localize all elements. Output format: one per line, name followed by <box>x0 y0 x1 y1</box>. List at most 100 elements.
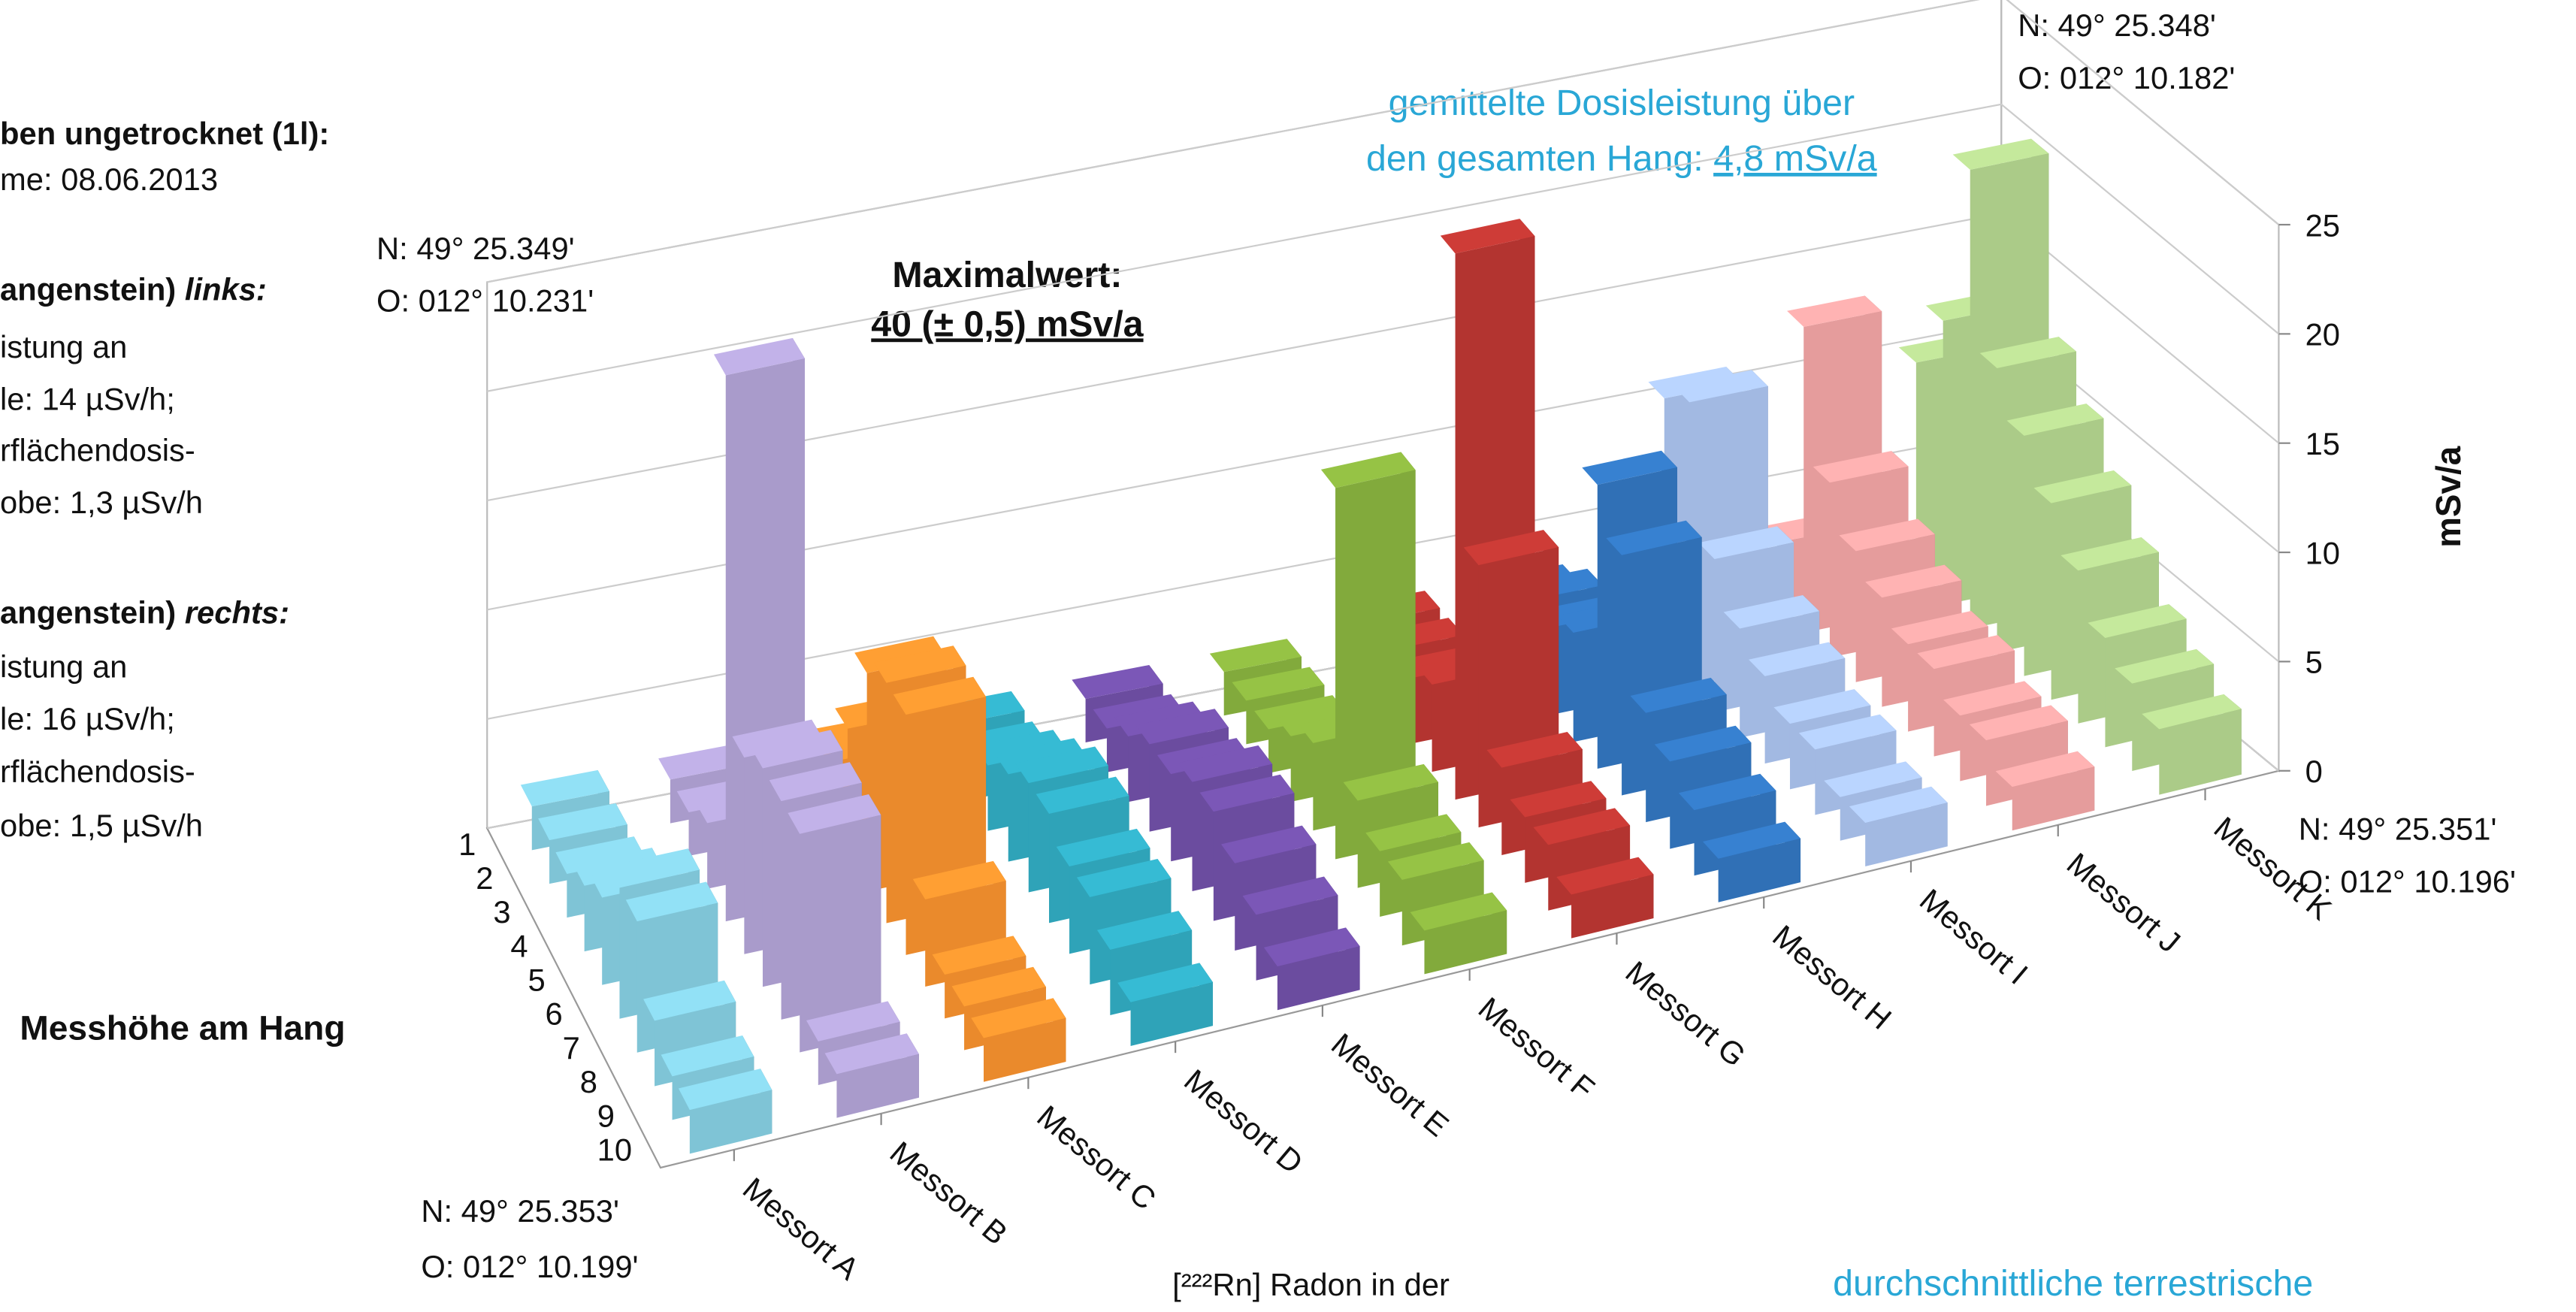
bar-top <box>1096 911 1193 950</box>
bar-top <box>1813 451 1909 483</box>
bar-top <box>1787 295 1882 327</box>
bar-top <box>1410 892 1507 931</box>
max-note: 40 (± 0,5) mSv/a <box>871 304 1144 345</box>
depth-tick-label: 2 <box>476 860 493 896</box>
note: obe: 1,3 µSv/h <box>0 485 203 520</box>
bar-top <box>1773 689 1871 724</box>
bar-top <box>661 1035 754 1077</box>
bar-top <box>1114 701 1207 736</box>
bar-top <box>1254 695 1347 730</box>
bar-top <box>1387 842 1484 880</box>
bar-top <box>1117 963 1213 1002</box>
bar-front <box>983 1017 1066 1082</box>
bar-top <box>874 645 966 683</box>
bar-front <box>1130 982 1213 1046</box>
bar-front <box>2159 709 2242 795</box>
bar-top <box>2115 648 2215 684</box>
bar-front <box>689 1090 772 1154</box>
note: istung an <box>0 649 127 685</box>
left-notes: ben ungetrocknet (1l): me: 08.06.2013 an… <box>0 116 329 843</box>
x-tick-label: Messort I <box>1913 882 2035 991</box>
note: links: <box>185 272 267 307</box>
coordinate: N: 49° 25.353' <box>421 1193 619 1229</box>
bar <box>1849 786 1948 867</box>
bar-top <box>1698 526 1794 560</box>
y-tick-label: 20 <box>2305 317 2340 352</box>
coordinate: O: 012° 10.196' <box>2299 863 2516 899</box>
mean-note: den gesamten Hang: 4,8 mSv/a <box>1366 138 1877 179</box>
bar-top <box>1673 370 1768 403</box>
bar-top <box>538 803 627 841</box>
mean-note: 4,8 mSv/a <box>1713 138 1877 179</box>
bar-front <box>2012 766 2095 831</box>
x-tick-label: Messort H <box>1766 918 1898 1036</box>
bar-top <box>1440 219 1535 254</box>
bar-top <box>1798 714 1897 750</box>
bar <box>1263 927 1360 1011</box>
bar-top <box>1343 763 1438 801</box>
note: rechts: <box>185 594 289 630</box>
note: angenstein) links: <box>0 272 267 307</box>
note: me: 08.06.2013 <box>0 162 218 197</box>
bar-front <box>800 815 881 1053</box>
bar-top <box>951 966 1046 1007</box>
bar-top <box>1824 761 1922 797</box>
x-tick-label: Messort D <box>1178 1063 1310 1180</box>
coordinate: O: 012° 10.182' <box>2018 60 2235 95</box>
bottom-note: durchschnittliche terrestrische <box>1833 1263 2313 1304</box>
bar <box>788 794 881 1053</box>
note: le: 16 µSv/h; <box>0 701 175 736</box>
bar <box>1702 821 1801 902</box>
coordinate: N: 49° 25.348' <box>2018 8 2216 43</box>
depth-tick-label: 4 <box>510 929 528 964</box>
depth-axis-title: Messhöhe am Hang <box>20 1008 345 1047</box>
bar-top <box>1463 530 1559 566</box>
bar <box>1320 452 1416 860</box>
x-tick-label: Messort J <box>2060 846 2187 960</box>
bar <box>678 1069 772 1154</box>
bar-top <box>1849 786 1948 823</box>
x-tick-label: Messort A <box>736 1171 866 1287</box>
grid-line <box>487 0 2280 283</box>
bar-top <box>751 730 843 769</box>
bar-top <box>1209 639 1302 673</box>
bar-top <box>625 881 718 922</box>
bar <box>1556 857 1654 939</box>
bar-top <box>1995 751 2095 788</box>
bar-top <box>1606 520 1702 555</box>
bar-front <box>1718 838 1801 902</box>
bar-top <box>1891 610 1988 645</box>
bar-top <box>1556 857 1654 895</box>
bar-top <box>643 980 736 1021</box>
note: rflächendosis- <box>0 432 195 467</box>
bar <box>1673 370 1768 687</box>
bar <box>1995 751 2095 831</box>
bar-top <box>713 337 806 376</box>
bar-top <box>1242 876 1338 915</box>
bar-top <box>1135 709 1229 745</box>
grid-line <box>487 103 2280 392</box>
bar <box>1117 963 1213 1046</box>
max-note: Maximalwert: <box>892 255 1122 295</box>
bar-top <box>1220 825 1317 863</box>
bar <box>1410 892 1507 975</box>
note: le: 14 µSv/h; <box>0 382 175 417</box>
bar-top <box>788 794 881 834</box>
bar <box>2142 694 2242 795</box>
bar <box>971 998 1066 1082</box>
note: obe: 1,5 µSv/h <box>0 808 203 843</box>
y-tick-label: 0 <box>2305 754 2323 789</box>
x-tick-label: Messort C <box>1030 1099 1163 1217</box>
depth-tick-label: 5 <box>528 963 545 998</box>
note: ben ungetrocknet (1l): <box>0 116 329 151</box>
bar-top <box>1056 828 1150 867</box>
note: angenstein) <box>0 272 185 307</box>
note: angenstein) rechts: <box>0 594 289 630</box>
bar-top <box>1723 595 1820 629</box>
bar-top <box>1263 927 1360 967</box>
x-tick-label: Messort F <box>1472 990 1601 1106</box>
bar-top <box>893 676 987 715</box>
bar-front <box>1865 803 1948 867</box>
bar-top <box>1702 821 1801 859</box>
